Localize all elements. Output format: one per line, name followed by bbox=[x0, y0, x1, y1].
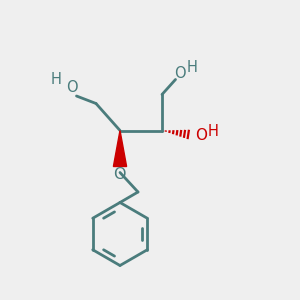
Text: O: O bbox=[174, 66, 186, 81]
Text: H: H bbox=[208, 124, 219, 140]
Text: H: H bbox=[187, 60, 197, 75]
Text: O: O bbox=[66, 80, 78, 94]
Polygon shape bbox=[113, 130, 127, 166]
Text: O: O bbox=[113, 167, 125, 182]
Text: H: H bbox=[51, 72, 62, 87]
Text: O: O bbox=[195, 128, 207, 143]
